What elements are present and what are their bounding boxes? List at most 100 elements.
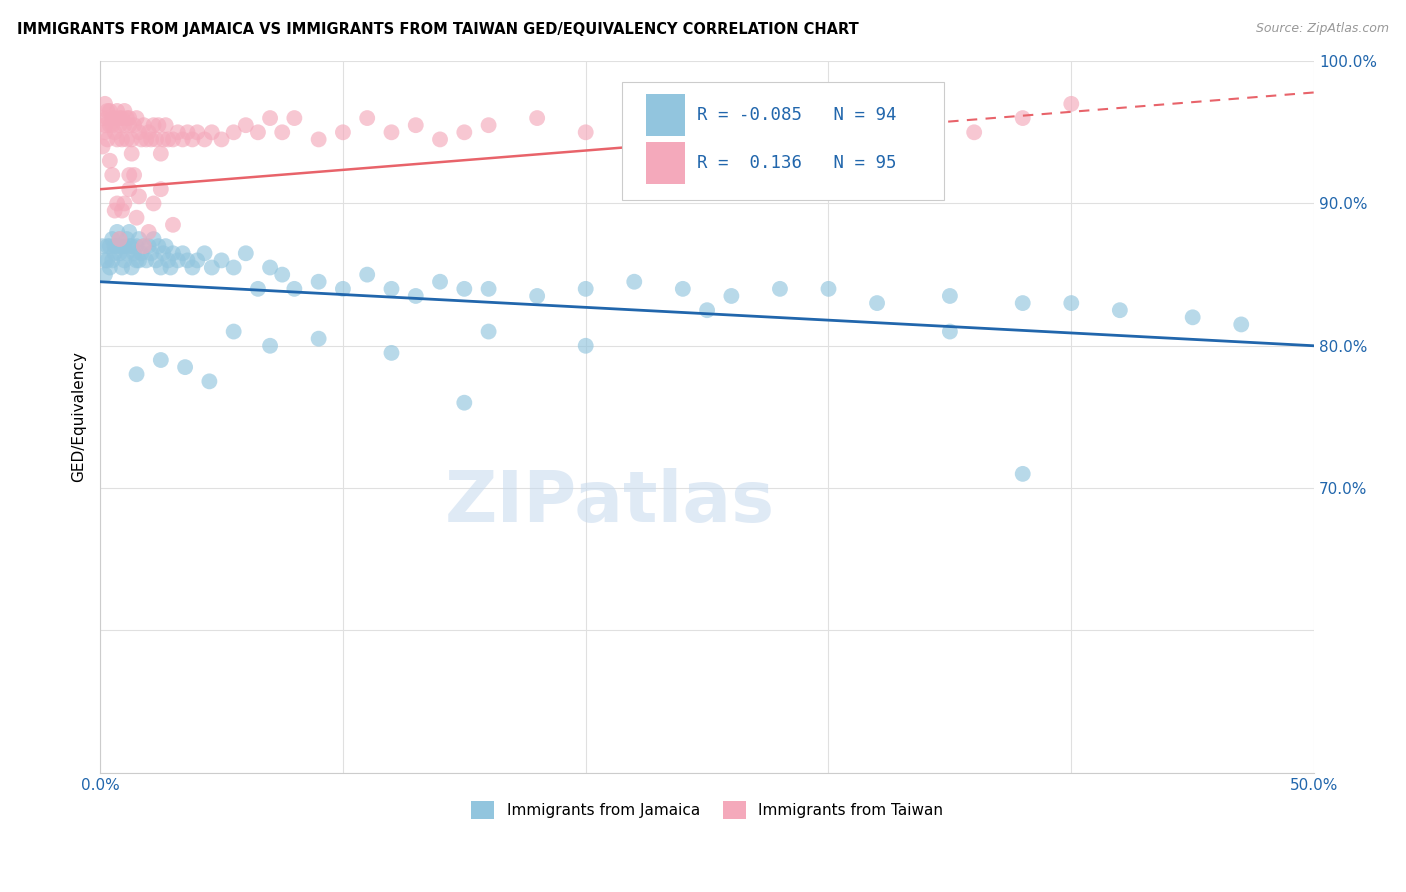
Point [138, 239, 160, 253]
Point [135, 132, 157, 146]
Point [115, 246, 138, 260]
Text: ZIPatlas: ZIPatlas [444, 467, 775, 537]
Point [162, 246, 184, 260]
Point [149, 182, 172, 196]
Point [148, 118, 170, 132]
Point [108, 246, 131, 260]
Point [526, 111, 548, 125]
Point [181, 132, 204, 146]
FancyBboxPatch shape [621, 82, 943, 200]
Point [118, 239, 141, 253]
Point [98, 239, 121, 253]
Point [162, 218, 184, 232]
Point [356, 111, 378, 125]
Point [453, 282, 475, 296]
Text: IMMIGRANTS FROM JAMAICA VS IMMIGRANTS FROM TAIWAN GED/EQUIVALENCY CORRELATION CH: IMMIGRANTS FROM JAMAICA VS IMMIGRANTS FR… [17, 22, 859, 37]
Point [115, 232, 138, 246]
Point [91, 239, 114, 253]
Point [155, 118, 177, 132]
Point [478, 118, 501, 132]
Point [308, 332, 330, 346]
Point [125, 253, 148, 268]
Point [135, 253, 157, 268]
Point [122, 246, 145, 260]
Point [222, 325, 245, 339]
Point [96, 239, 118, 253]
Point [332, 125, 354, 139]
Point [1181, 310, 1204, 325]
Point [118, 182, 141, 196]
Point [696, 303, 718, 318]
Point [104, 239, 127, 253]
Point [121, 146, 143, 161]
Point [271, 125, 294, 139]
Point [138, 125, 160, 139]
Point [1060, 296, 1083, 310]
Point [105, 196, 128, 211]
Point [115, 132, 138, 146]
Point [142, 232, 165, 246]
Point [152, 246, 174, 260]
Point [193, 246, 215, 260]
Point [429, 132, 451, 146]
Point [172, 132, 194, 146]
Point [128, 189, 150, 203]
Point [149, 260, 172, 275]
Point [108, 232, 131, 246]
Point [575, 282, 598, 296]
Point [201, 260, 224, 275]
Point [94, 268, 117, 282]
Point [380, 282, 402, 296]
Point [478, 325, 501, 339]
Point [122, 118, 145, 132]
Point [769, 282, 792, 296]
Point [198, 375, 221, 389]
Point [91, 111, 114, 125]
Point [259, 111, 281, 125]
Point [963, 125, 986, 139]
Point [157, 132, 180, 146]
Point [142, 118, 165, 132]
Point [222, 125, 245, 139]
Point [235, 118, 257, 132]
Point [176, 125, 198, 139]
Point [139, 132, 162, 146]
Point [118, 111, 141, 125]
Point [118, 168, 141, 182]
Point [105, 225, 128, 239]
Point [769, 111, 792, 125]
Point [526, 289, 548, 303]
Point [283, 111, 305, 125]
Point [91, 139, 114, 153]
Point [105, 239, 128, 253]
Legend: Immigrants from Jamaica, Immigrants from Taiwan: Immigrants from Jamaica, Immigrants from… [465, 795, 949, 826]
Point [139, 246, 162, 260]
Point [246, 125, 269, 139]
Point [1011, 296, 1033, 310]
Point [108, 111, 131, 125]
Point [201, 125, 224, 139]
Point [142, 196, 165, 211]
Point [672, 111, 695, 125]
Point [112, 118, 135, 132]
Point [138, 225, 160, 239]
Point [125, 368, 148, 382]
Point [1108, 303, 1130, 318]
Point [672, 282, 695, 296]
Point [132, 239, 155, 253]
Point [96, 132, 118, 146]
Point [105, 103, 128, 118]
Point [101, 253, 124, 268]
Point [101, 168, 124, 182]
Point [121, 260, 143, 275]
FancyBboxPatch shape [647, 95, 685, 136]
Point [111, 132, 134, 146]
Point [575, 339, 598, 353]
Point [104, 203, 127, 218]
Point [211, 253, 233, 268]
Point [283, 282, 305, 296]
Point [332, 282, 354, 296]
Text: R =  0.136   N = 95: R = 0.136 N = 95 [697, 154, 897, 172]
Point [118, 118, 141, 132]
Point [105, 132, 128, 146]
